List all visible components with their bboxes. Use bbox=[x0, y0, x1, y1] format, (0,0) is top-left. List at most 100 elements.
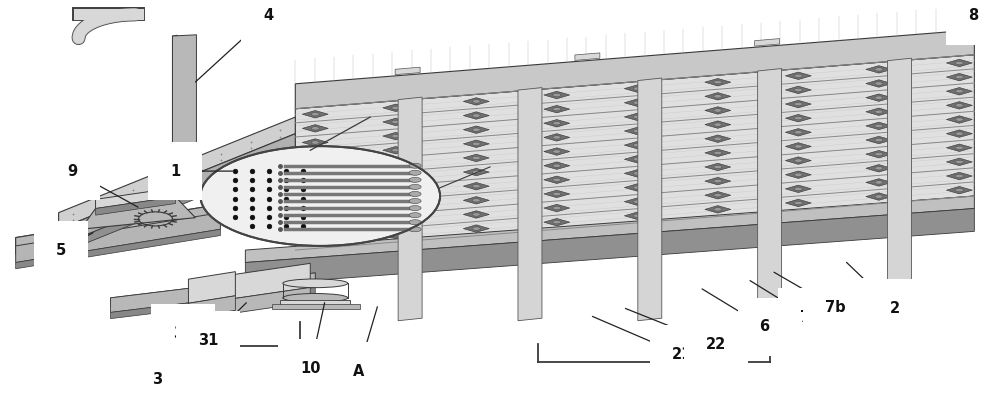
Circle shape bbox=[875, 124, 883, 128]
Polygon shape bbox=[280, 300, 350, 306]
Polygon shape bbox=[172, 35, 177, 186]
Circle shape bbox=[553, 178, 561, 181]
Circle shape bbox=[392, 177, 400, 180]
Polygon shape bbox=[866, 193, 892, 200]
Circle shape bbox=[875, 82, 883, 85]
Circle shape bbox=[633, 143, 641, 147]
Polygon shape bbox=[946, 172, 972, 180]
Polygon shape bbox=[302, 153, 328, 161]
Circle shape bbox=[875, 195, 883, 198]
Circle shape bbox=[553, 93, 561, 97]
Circle shape bbox=[409, 191, 421, 196]
Circle shape bbox=[875, 153, 883, 156]
Polygon shape bbox=[946, 73, 972, 81]
Polygon shape bbox=[463, 126, 489, 133]
Circle shape bbox=[392, 106, 400, 110]
Polygon shape bbox=[302, 195, 328, 203]
Polygon shape bbox=[383, 231, 409, 239]
Polygon shape bbox=[946, 186, 972, 194]
Circle shape bbox=[955, 174, 963, 178]
Circle shape bbox=[955, 90, 963, 93]
Circle shape bbox=[955, 132, 963, 135]
Polygon shape bbox=[302, 209, 328, 217]
Polygon shape bbox=[463, 183, 489, 190]
Text: 22: 22 bbox=[706, 337, 726, 352]
Polygon shape bbox=[111, 273, 315, 306]
Polygon shape bbox=[544, 190, 570, 198]
Polygon shape bbox=[544, 148, 570, 155]
Polygon shape bbox=[16, 213, 220, 263]
Circle shape bbox=[392, 191, 400, 194]
Circle shape bbox=[633, 214, 641, 217]
Polygon shape bbox=[866, 65, 892, 73]
Polygon shape bbox=[758, 68, 782, 321]
Circle shape bbox=[955, 146, 963, 149]
Circle shape bbox=[714, 137, 722, 141]
Circle shape bbox=[472, 114, 480, 117]
Polygon shape bbox=[16, 204, 220, 254]
Polygon shape bbox=[302, 139, 328, 146]
Polygon shape bbox=[624, 156, 650, 163]
Circle shape bbox=[955, 61, 963, 65]
Polygon shape bbox=[946, 144, 972, 151]
Polygon shape bbox=[463, 225, 489, 232]
Polygon shape bbox=[544, 219, 570, 226]
Circle shape bbox=[714, 179, 722, 183]
Polygon shape bbox=[398, 97, 422, 321]
Polygon shape bbox=[887, 58, 911, 321]
Polygon shape bbox=[638, 78, 662, 321]
Polygon shape bbox=[544, 204, 570, 212]
Polygon shape bbox=[188, 271, 235, 303]
Circle shape bbox=[409, 206, 421, 211]
Circle shape bbox=[409, 220, 421, 225]
Text: 8: 8 bbox=[968, 8, 978, 23]
Polygon shape bbox=[705, 135, 731, 143]
Text: 1: 1 bbox=[170, 163, 181, 178]
Polygon shape bbox=[785, 171, 811, 178]
Polygon shape bbox=[230, 264, 310, 299]
Text: 6: 6 bbox=[760, 319, 770, 334]
Polygon shape bbox=[946, 102, 972, 109]
Circle shape bbox=[714, 208, 722, 211]
Text: 4: 4 bbox=[263, 8, 273, 23]
Polygon shape bbox=[544, 91, 570, 99]
Circle shape bbox=[553, 150, 561, 153]
Polygon shape bbox=[544, 176, 570, 183]
Polygon shape bbox=[575, 53, 600, 60]
Circle shape bbox=[409, 198, 421, 203]
Circle shape bbox=[392, 205, 400, 208]
Polygon shape bbox=[866, 165, 892, 172]
Text: 31: 31 bbox=[198, 333, 219, 348]
Circle shape bbox=[633, 200, 641, 203]
Circle shape bbox=[311, 127, 319, 130]
Circle shape bbox=[875, 96, 883, 99]
Circle shape bbox=[311, 240, 319, 243]
Polygon shape bbox=[705, 177, 731, 185]
Circle shape bbox=[409, 170, 421, 175]
Circle shape bbox=[311, 226, 319, 229]
Circle shape bbox=[714, 95, 722, 98]
Polygon shape bbox=[785, 185, 811, 193]
Circle shape bbox=[392, 120, 400, 123]
Circle shape bbox=[794, 159, 802, 162]
Circle shape bbox=[714, 193, 722, 197]
Polygon shape bbox=[624, 85, 650, 92]
Polygon shape bbox=[230, 287, 310, 314]
Circle shape bbox=[553, 136, 561, 139]
Polygon shape bbox=[705, 107, 731, 114]
Polygon shape bbox=[188, 296, 235, 318]
Circle shape bbox=[794, 88, 802, 92]
Circle shape bbox=[311, 183, 319, 186]
Circle shape bbox=[409, 184, 421, 189]
Polygon shape bbox=[624, 198, 650, 206]
Polygon shape bbox=[866, 94, 892, 101]
Polygon shape bbox=[59, 134, 295, 246]
Circle shape bbox=[553, 206, 561, 210]
Polygon shape bbox=[245, 208, 974, 285]
Polygon shape bbox=[295, 55, 974, 250]
Polygon shape bbox=[785, 199, 811, 207]
Polygon shape bbox=[946, 88, 972, 95]
Circle shape bbox=[392, 148, 400, 152]
Polygon shape bbox=[705, 206, 731, 213]
Polygon shape bbox=[946, 158, 972, 166]
